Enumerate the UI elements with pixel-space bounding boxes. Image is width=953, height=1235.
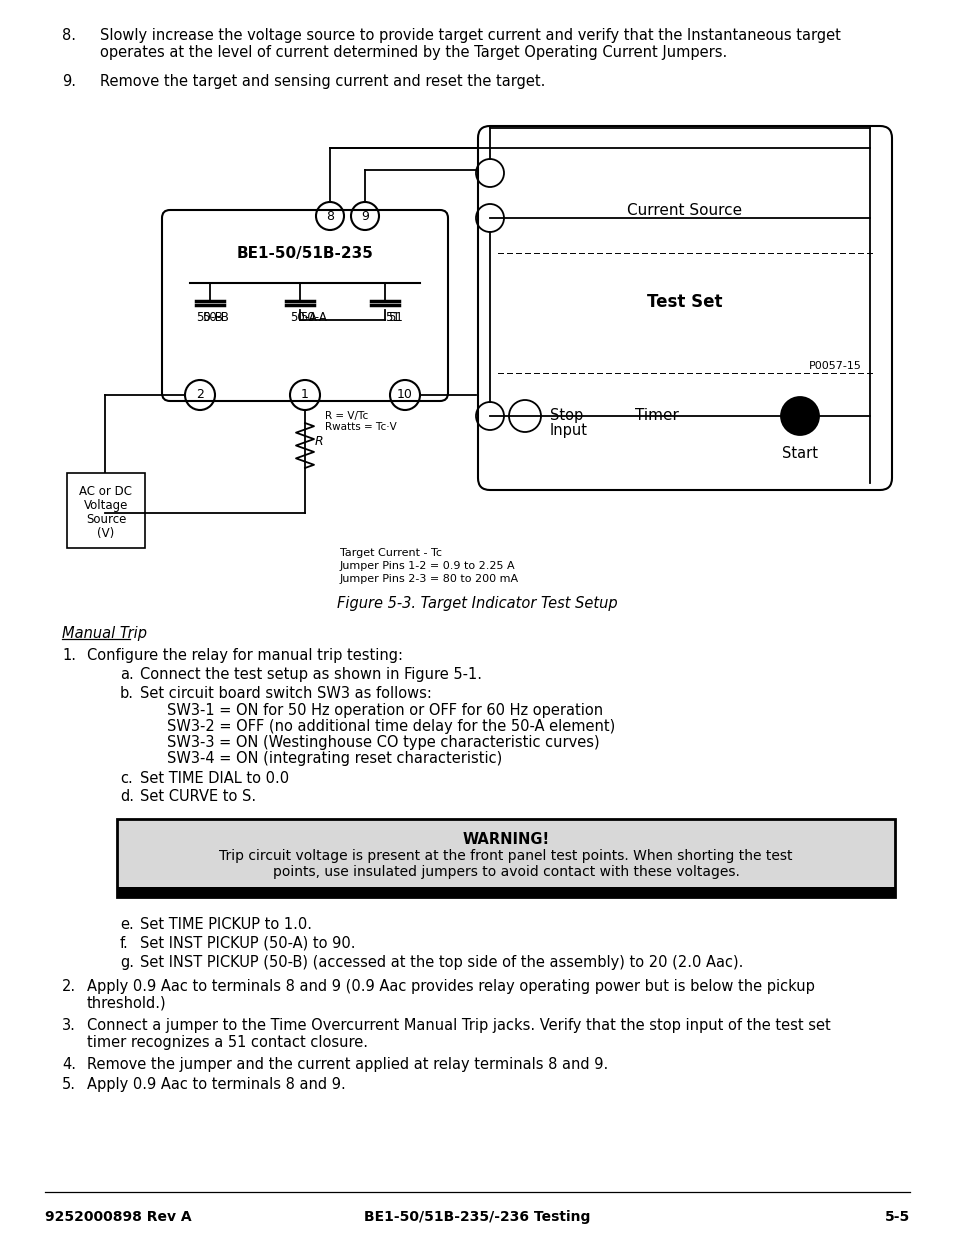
FancyBboxPatch shape <box>162 210 448 401</box>
Text: Set INST PICKUP (50-A) to 90.: Set INST PICKUP (50-A) to 90. <box>140 936 355 951</box>
FancyBboxPatch shape <box>477 126 891 490</box>
Text: Jumper Pins 2-3 = 80 to 200 mA: Jumper Pins 2-3 = 80 to 200 mA <box>339 574 518 584</box>
Text: 50-B: 50-B <box>195 311 223 324</box>
Text: Input: Input <box>550 424 587 438</box>
Text: 50-A: 50-A <box>299 311 327 324</box>
Text: 4.: 4. <box>62 1057 76 1072</box>
Text: 9252000898 Rev A: 9252000898 Rev A <box>45 1210 192 1224</box>
Text: SW3-4 = ON (integrating reset characteristic): SW3-4 = ON (integrating reset characteri… <box>167 751 501 766</box>
Text: Current Source: Current Source <box>627 203 741 219</box>
Text: 1.: 1. <box>62 648 76 663</box>
Text: a.: a. <box>120 667 133 682</box>
Text: timer recognizes a 51 contact closure.: timer recognizes a 51 contact closure. <box>87 1035 368 1050</box>
Text: BE1-50/51B-235/-236 Testing: BE1-50/51B-235/-236 Testing <box>363 1210 590 1224</box>
Text: Connect a jumper to the Time Overcurrent Manual Trip jacks. Verify that the stop: Connect a jumper to the Time Overcurrent… <box>87 1018 830 1032</box>
Text: operates at the level of current determined by the Target Operating Current Jump: operates at the level of current determi… <box>100 44 726 61</box>
Text: 50-A: 50-A <box>290 311 316 324</box>
Text: b.: b. <box>120 685 133 701</box>
Text: Set circuit board switch SW3 as follows:: Set circuit board switch SW3 as follows: <box>140 685 432 701</box>
Bar <box>117 819 894 897</box>
Text: 2.: 2. <box>62 979 76 994</box>
Text: 50-B: 50-B <box>202 311 229 324</box>
Text: Slowly increase the voltage source to provide target current and verify that the: Slowly increase the voltage source to pr… <box>100 28 840 43</box>
Text: 51: 51 <box>385 311 399 324</box>
Text: AC or DC: AC or DC <box>79 485 132 498</box>
Text: Figure 5-3. Target Indicator Test Setup: Figure 5-3. Target Indicator Test Setup <box>336 597 617 611</box>
Text: Set INST PICKUP (50-B) (accessed at the top side of the assembly) to 20 (2.0 Aac: Set INST PICKUP (50-B) (accessed at the … <box>140 955 742 969</box>
Text: 51: 51 <box>388 311 402 324</box>
Text: R: R <box>314 435 323 448</box>
Text: SW3-3 = ON (Westinghouse CO type characteristic curves): SW3-3 = ON (Westinghouse CO type charact… <box>167 735 599 750</box>
Text: 10: 10 <box>396 389 413 401</box>
Text: Remove the target and sensing current and reset the target.: Remove the target and sensing current an… <box>100 74 545 89</box>
Bar <box>67 473 145 548</box>
Text: 3.: 3. <box>62 1018 76 1032</box>
Text: Apply 0.9 Aac to terminals 8 and 9 (0.9 Aac provides relay operating power but i: Apply 0.9 Aac to terminals 8 and 9 (0.9 … <box>87 979 814 994</box>
Text: Source: Source <box>86 513 126 526</box>
Text: 8: 8 <box>326 210 334 222</box>
Text: g.: g. <box>120 955 133 969</box>
Text: 1: 1 <box>301 389 309 401</box>
Text: 5.: 5. <box>62 1077 76 1092</box>
Text: Set CURVE to S.: Set CURVE to S. <box>140 789 255 804</box>
Text: Set TIME DIAL to 0.0: Set TIME DIAL to 0.0 <box>140 771 289 785</box>
Text: 5-5: 5-5 <box>883 1210 909 1224</box>
Text: threshold.): threshold.) <box>87 995 167 1011</box>
Text: P0057-15: P0057-15 <box>808 361 862 370</box>
Text: c.: c. <box>120 771 132 785</box>
Text: Rwatts = Tc·V: Rwatts = Tc·V <box>325 422 396 432</box>
Text: 9.: 9. <box>62 74 76 89</box>
Circle shape <box>781 396 818 435</box>
Text: Remove the jumper and the current applied at relay terminals 8 and 9.: Remove the jumper and the current applie… <box>87 1057 608 1072</box>
Bar <box>117 887 894 897</box>
Text: SW3-1 = ON for 50 Hz operation or OFF for 60 Hz operation: SW3-1 = ON for 50 Hz operation or OFF fo… <box>167 703 602 718</box>
Text: Jumper Pins 1-2 = 0.9 to 2.25 A: Jumper Pins 1-2 = 0.9 to 2.25 A <box>339 561 515 571</box>
Text: 9: 9 <box>360 210 369 222</box>
Text: BE1-50/51B-235: BE1-50/51B-235 <box>236 246 373 261</box>
Text: points, use insulated jumpers to avoid contact with these voltages.: points, use insulated jumpers to avoid c… <box>273 864 739 879</box>
Text: d.: d. <box>120 789 133 804</box>
Text: (V): (V) <box>97 527 114 540</box>
Text: R = V/Tc: R = V/Tc <box>325 411 368 421</box>
Text: e.: e. <box>120 918 133 932</box>
Text: Apply 0.9 Aac to terminals 8 and 9.: Apply 0.9 Aac to terminals 8 and 9. <box>87 1077 345 1092</box>
Text: Set TIME PICKUP to 1.0.: Set TIME PICKUP to 1.0. <box>140 918 312 932</box>
Text: f.: f. <box>120 936 129 951</box>
Text: Stop: Stop <box>550 408 582 424</box>
Text: 2: 2 <box>196 389 204 401</box>
Text: Start: Start <box>781 446 817 461</box>
Text: Voltage: Voltage <box>84 499 128 513</box>
Text: Connect the test setup as shown in Figure 5-1.: Connect the test setup as shown in Figur… <box>140 667 481 682</box>
Text: WARNING!: WARNING! <box>462 832 549 847</box>
Text: Trip circuit voltage is present at the front panel test points. When shorting th: Trip circuit voltage is present at the f… <box>219 848 792 863</box>
Text: Configure the relay for manual trip testing:: Configure the relay for manual trip test… <box>87 648 402 663</box>
Text: 8.: 8. <box>62 28 76 43</box>
Text: SW3-2 = OFF (no additional time delay for the 50-A element): SW3-2 = OFF (no additional time delay fo… <box>167 719 615 734</box>
Text: Manual Trip: Manual Trip <box>62 626 147 641</box>
Text: Test Set: Test Set <box>646 293 722 311</box>
Text: Target Current - Tc: Target Current - Tc <box>339 548 441 558</box>
Text: Timer: Timer <box>635 409 679 424</box>
